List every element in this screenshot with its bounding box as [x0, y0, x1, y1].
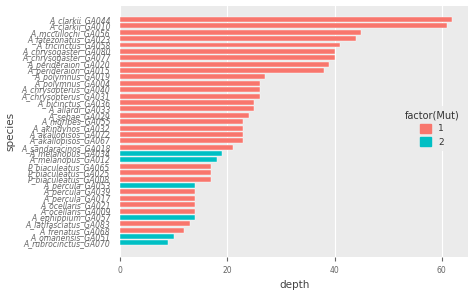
Bar	[120, 183, 195, 188]
Bar	[120, 170, 211, 175]
Bar	[120, 94, 259, 99]
Bar	[120, 177, 211, 181]
Y-axis label: species: species	[6, 112, 16, 151]
Bar	[120, 43, 340, 47]
Bar	[120, 221, 190, 226]
Bar	[120, 106, 254, 111]
Bar	[120, 81, 259, 86]
Bar	[120, 49, 335, 54]
Bar	[120, 151, 222, 156]
Bar	[120, 228, 184, 233]
Bar	[120, 87, 259, 92]
Bar	[120, 17, 452, 22]
Bar	[120, 138, 244, 143]
Bar	[120, 126, 244, 131]
Bar	[120, 164, 211, 169]
Bar	[120, 240, 168, 245]
Bar	[120, 75, 265, 79]
Bar	[120, 68, 324, 73]
Bar	[120, 23, 447, 28]
Bar	[120, 132, 244, 137]
Bar	[120, 145, 233, 150]
Bar	[120, 55, 335, 60]
Bar	[120, 196, 195, 201]
Bar	[120, 62, 329, 67]
Bar	[120, 113, 249, 118]
Bar	[120, 100, 254, 105]
Bar	[120, 119, 244, 124]
Bar	[120, 157, 217, 163]
Bar	[120, 36, 356, 41]
X-axis label: depth: depth	[279, 280, 310, 290]
Legend: 1, 2: 1, 2	[400, 106, 464, 151]
Bar	[120, 209, 195, 213]
Bar	[120, 189, 195, 194]
Bar	[120, 202, 195, 207]
Bar	[120, 215, 195, 220]
Bar	[120, 30, 361, 35]
Bar	[120, 234, 174, 239]
